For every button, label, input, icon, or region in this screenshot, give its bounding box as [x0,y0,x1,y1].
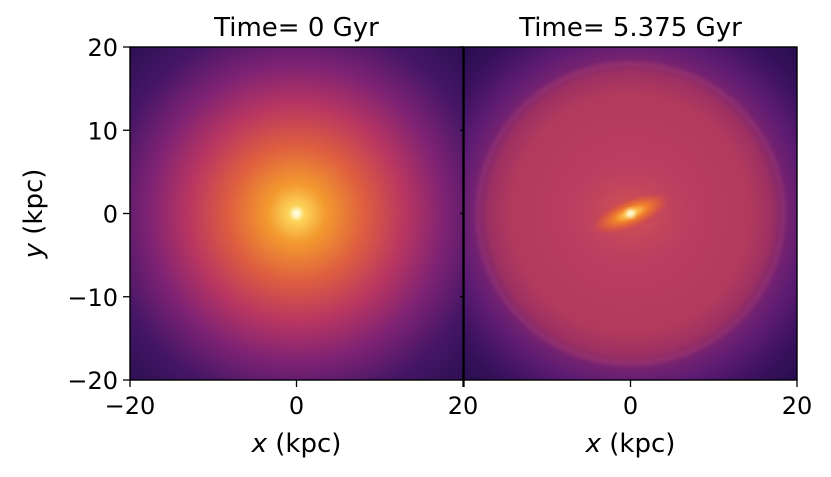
x-axis-unit: (kpc) [601,429,675,459]
panel-title-time-5375: Time= 5.375 Gyr [518,13,742,43]
y-tick-label: 20 [87,34,118,62]
outer-ring-feature [475,62,786,365]
y-ticks: −20 −10 0 10 20 [67,34,130,395]
y-tick-label: −10 [67,284,118,312]
x-axis-label-time-5375: x (kpc) [585,429,676,459]
x-ticks-time-5375: 0 20 [463,380,813,420]
y-axis-label: y (kpc) [19,169,49,260]
y-tick-label: −20 [67,367,118,395]
panel-time-0: Time= 0 Gyr −20 0 20 −20 −10 0 10 20 x (kpc) y… [19,13,478,459]
y-tick-marks-time-5375 [460,46,464,381]
y-tick-label: 0 [103,201,118,229]
central-peak-time-0 [292,209,301,218]
panel-title-time-0: Time= 0 Gyr [213,13,379,43]
time-5375-x-tick-label: 20 [782,392,813,420]
panel-time-5375: Time= 5.375 Gyr 0 20 x (kpc) [460,13,812,459]
y-axis-unit: (kpc) [19,169,49,243]
x-axis-var: x [585,429,602,459]
y-tick-label: 10 [87,117,118,145]
y-axis-var: y [19,242,49,259]
x-axis-unit: (kpc) [267,429,341,459]
x-axis-var: x [251,429,268,459]
x-ticks-time-0: −20 0 20 [105,380,479,420]
central-peak-time-5375 [626,209,635,218]
time-5375-x-tick-label: 0 [623,392,638,420]
time-0-x-tick-label: 20 [448,392,479,420]
time-0-x-tick-label: 0 [289,392,304,420]
x-axis-label-time-0: x (kpc) [251,429,342,459]
time-0-x-tick-label: −20 [105,392,156,420]
